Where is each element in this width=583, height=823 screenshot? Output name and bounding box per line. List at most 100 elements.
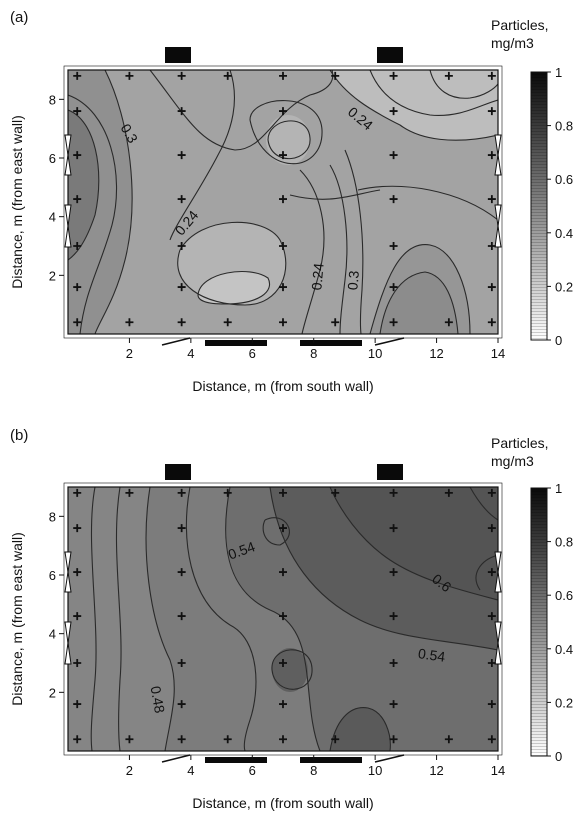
sample-point <box>279 107 287 116</box>
sample-point <box>125 488 134 497</box>
sample-point <box>73 242 82 250</box>
colorbar-tick-label: 0.4 <box>555 226 573 241</box>
sample-point <box>177 488 186 497</box>
sample-point <box>487 107 496 116</box>
sample-point <box>73 151 82 160</box>
sample-point <box>389 700 398 709</box>
sample-point <box>279 318 287 327</box>
x-tick-label: 14 <box>491 346 505 361</box>
y-tick-label: 2 <box>49 268 56 283</box>
x-tick-label: 6 <box>249 763 256 778</box>
sample-point <box>177 151 186 160</box>
x-tick-label: 4 <box>187 763 194 778</box>
sample-point <box>177 659 186 667</box>
colorbar-title-line1: Particles, <box>491 17 549 33</box>
plot-frame-a <box>67 69 499 335</box>
sample-point <box>487 151 496 160</box>
y-tick-label: 6 <box>49 568 56 583</box>
sample-point <box>487 283 496 292</box>
sample-point <box>73 107 82 116</box>
sample-point <box>389 71 398 80</box>
colorbar-tick-label: 0.2 <box>555 695 573 710</box>
x-tick-label: 10 <box>368 346 382 361</box>
sample-point <box>125 318 134 327</box>
sample-point <box>177 700 186 709</box>
x-tick-label: 10 <box>368 763 382 778</box>
contour-label: 0.48 <box>148 685 169 715</box>
sample-point <box>223 488 232 497</box>
colorbar-title-line2: mg/m3 <box>491 453 534 469</box>
y-tick-label: 8 <box>49 92 56 107</box>
sample-point <box>177 524 186 533</box>
panel-a: (a) <box>9 9 573 394</box>
sample-point <box>444 71 453 80</box>
sample-point <box>487 612 496 621</box>
sample-point <box>125 735 134 744</box>
x-tick-label: 8 <box>310 346 317 361</box>
sample-point <box>279 71 287 80</box>
sample-point <box>389 242 398 250</box>
sample-point <box>279 151 287 160</box>
sample-point <box>487 71 496 80</box>
y-tick-label: 2 <box>49 685 56 700</box>
sample-point <box>279 612 287 621</box>
panel-a-label: (a) <box>10 9 28 26</box>
sample-point <box>331 71 340 80</box>
sample-point <box>223 71 232 80</box>
sample-point <box>487 242 496 250</box>
y-tick-label: 8 <box>49 509 56 524</box>
sample-point <box>177 568 186 577</box>
colorbar-tick-label: 1 <box>555 481 562 496</box>
sample-point <box>389 568 398 577</box>
side-windows-a <box>64 134 502 248</box>
colorbar-b: Particles, mg/m3 0 0.2 0.4 0.6 0.8 1 <box>491 435 573 764</box>
sample-point <box>487 488 496 497</box>
contour-label: 0.54 <box>417 645 446 665</box>
sample-point <box>487 318 496 327</box>
sample-points-b <box>73 488 496 744</box>
sample-point <box>444 735 453 744</box>
sample-point <box>279 283 287 292</box>
sample-point <box>125 71 134 80</box>
x-tick-label: 2 <box>126 346 133 361</box>
colorbar-title-line2: mg/m3 <box>491 35 534 51</box>
y-tick-label: 4 <box>49 627 56 642</box>
plot-frame-b <box>67 486 499 752</box>
sample-point <box>487 524 496 533</box>
sample-point <box>177 71 186 80</box>
x-axis-label-a: Distance, m (from south wall) <box>192 378 373 394</box>
sample-point <box>389 612 398 621</box>
top-door-right-a <box>377 47 403 63</box>
sample-point <box>331 318 340 327</box>
bottom-doors-a <box>161 337 405 346</box>
sample-point <box>223 318 232 327</box>
sample-point <box>331 735 340 744</box>
sample-point <box>177 735 186 744</box>
sample-point <box>331 488 340 497</box>
sample-point <box>177 195 186 204</box>
sample-point <box>487 659 496 667</box>
y-axis-label-a: Distance, m (from east wall) <box>9 115 25 288</box>
axis-ticks-a: 2 4 6 8 10 12 14 2 4 6 8 <box>49 92 505 361</box>
sample-point <box>444 488 453 497</box>
top-door-left-a <box>165 47 191 63</box>
colorbar-tick-label: 0 <box>555 749 562 764</box>
sample-point <box>279 488 287 497</box>
sample-point <box>279 568 287 577</box>
sample-point <box>389 195 398 204</box>
sample-point <box>279 242 287 250</box>
sample-point <box>223 735 232 744</box>
x-tick-label: 6 <box>249 346 256 361</box>
contour-label: 0.3 <box>344 270 362 291</box>
wall-outline-b <box>63 482 503 756</box>
axis-ticks-b: 2 4 6 8 10 12 14 2 4 6 8 <box>49 509 505 778</box>
colorbar-tick-label: 0.8 <box>555 535 573 550</box>
sample-point <box>73 488 82 497</box>
sample-points-a <box>73 71 496 327</box>
x-axis-label-b: Distance, m (from south wall) <box>192 795 373 811</box>
bottom-doors-b <box>161 754 405 763</box>
colorbar-tick-label: 0.6 <box>555 172 573 187</box>
top-door-left-b <box>165 464 191 480</box>
y-axis-label-b: Distance, m (from east wall) <box>9 532 25 705</box>
